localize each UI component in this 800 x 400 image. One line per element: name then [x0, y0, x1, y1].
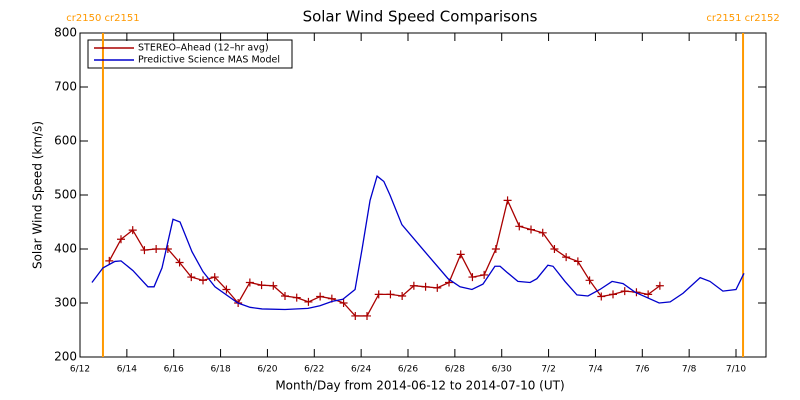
- boundary-label: cr2150 cr2151: [66, 13, 139, 24]
- data-point: [281, 291, 290, 300]
- x-tick-label: 7/10: [726, 365, 746, 375]
- data-point: [152, 245, 161, 253]
- data-point: [597, 292, 606, 301]
- y-tick-label: 600: [54, 134, 77, 148]
- data-point: [655, 281, 664, 290]
- data-point: [433, 283, 442, 292]
- data-point: [245, 278, 254, 287]
- data-point: [128, 226, 137, 235]
- boundary-label: cr2151 cr2152: [706, 13, 779, 24]
- data-point: [515, 222, 524, 231]
- data-point: [269, 281, 278, 290]
- x-tick-label: 7/4: [588, 365, 603, 375]
- data-point: [527, 225, 536, 234]
- x-tick-label: 6/22: [304, 365, 324, 375]
- x-tick-label: 6/18: [210, 365, 230, 375]
- y-tick-label: 400: [54, 242, 77, 256]
- data-point: [105, 256, 114, 265]
- data-point: [187, 273, 196, 282]
- data-point: [117, 235, 126, 244]
- data-point: [644, 290, 653, 299]
- legend-label: Predictive Science MAS Model: [138, 55, 280, 66]
- data-point: [363, 311, 372, 320]
- data-point: [386, 290, 395, 299]
- data-point: [257, 281, 266, 290]
- x-tick-label: 6/30: [492, 365, 512, 375]
- data-point: [538, 228, 547, 237]
- y-tick-label: 300: [54, 296, 77, 310]
- data-point: [609, 290, 618, 299]
- y-tick-label: 700: [54, 80, 77, 94]
- y-tick-label: 200: [54, 350, 77, 364]
- data-point: [163, 245, 172, 253]
- x-tick-label: 6/24: [351, 365, 371, 375]
- x-tick-label: 7/6: [635, 365, 650, 375]
- x-tick-label: 6/26: [398, 365, 418, 375]
- data-point: [503, 196, 512, 205]
- y-tick-label: 500: [54, 188, 77, 202]
- data-point: [222, 285, 231, 294]
- x-tick-label: 7/2: [541, 365, 555, 375]
- data-point: [199, 276, 208, 285]
- data-point: [585, 276, 594, 285]
- data-point: [409, 281, 418, 290]
- data-point: [562, 253, 571, 262]
- x-axis-label: Month/Day from 2014-06-12 to 2014-07-10 …: [275, 379, 564, 393]
- data-point: [480, 270, 489, 279]
- data-point: [304, 297, 313, 306]
- legend-box: [87, 39, 293, 69]
- data-point: [491, 245, 500, 253]
- x-tick-label: 6/20: [257, 365, 277, 375]
- x-tick-label: 6/12: [70, 365, 90, 375]
- y-tick-label: 800: [54, 26, 77, 40]
- legend-label: STEREO–Ahead (12–hr avg): [138, 43, 269, 54]
- y-axis-label: Solar Wind Speed (km/s): [31, 121, 45, 269]
- data-point: [351, 311, 360, 320]
- data-point: [550, 245, 559, 253]
- x-tick-label: 7/8: [682, 365, 697, 375]
- data-point: [456, 250, 465, 259]
- data-point: [316, 292, 325, 301]
- series-line: [91, 174, 745, 311]
- data-point: [620, 287, 629, 296]
- data-point: [140, 246, 149, 255]
- data-point: [468, 273, 477, 282]
- data-point: [398, 291, 407, 300]
- data-point: [374, 290, 383, 299]
- x-tick-label: 6/16: [164, 365, 184, 375]
- x-tick-label: 6/28: [445, 365, 465, 375]
- data-point: [421, 282, 430, 291]
- data-point: [339, 299, 348, 307]
- plot-frame: [79, 32, 767, 358]
- data-point: [175, 258, 184, 267]
- data-point: [210, 273, 219, 282]
- data-point: [573, 257, 582, 266]
- chart-title: Solar Wind Speed Comparisons: [303, 8, 538, 26]
- x-tick-label: 6/14: [117, 365, 137, 375]
- data-point: [292, 293, 301, 302]
